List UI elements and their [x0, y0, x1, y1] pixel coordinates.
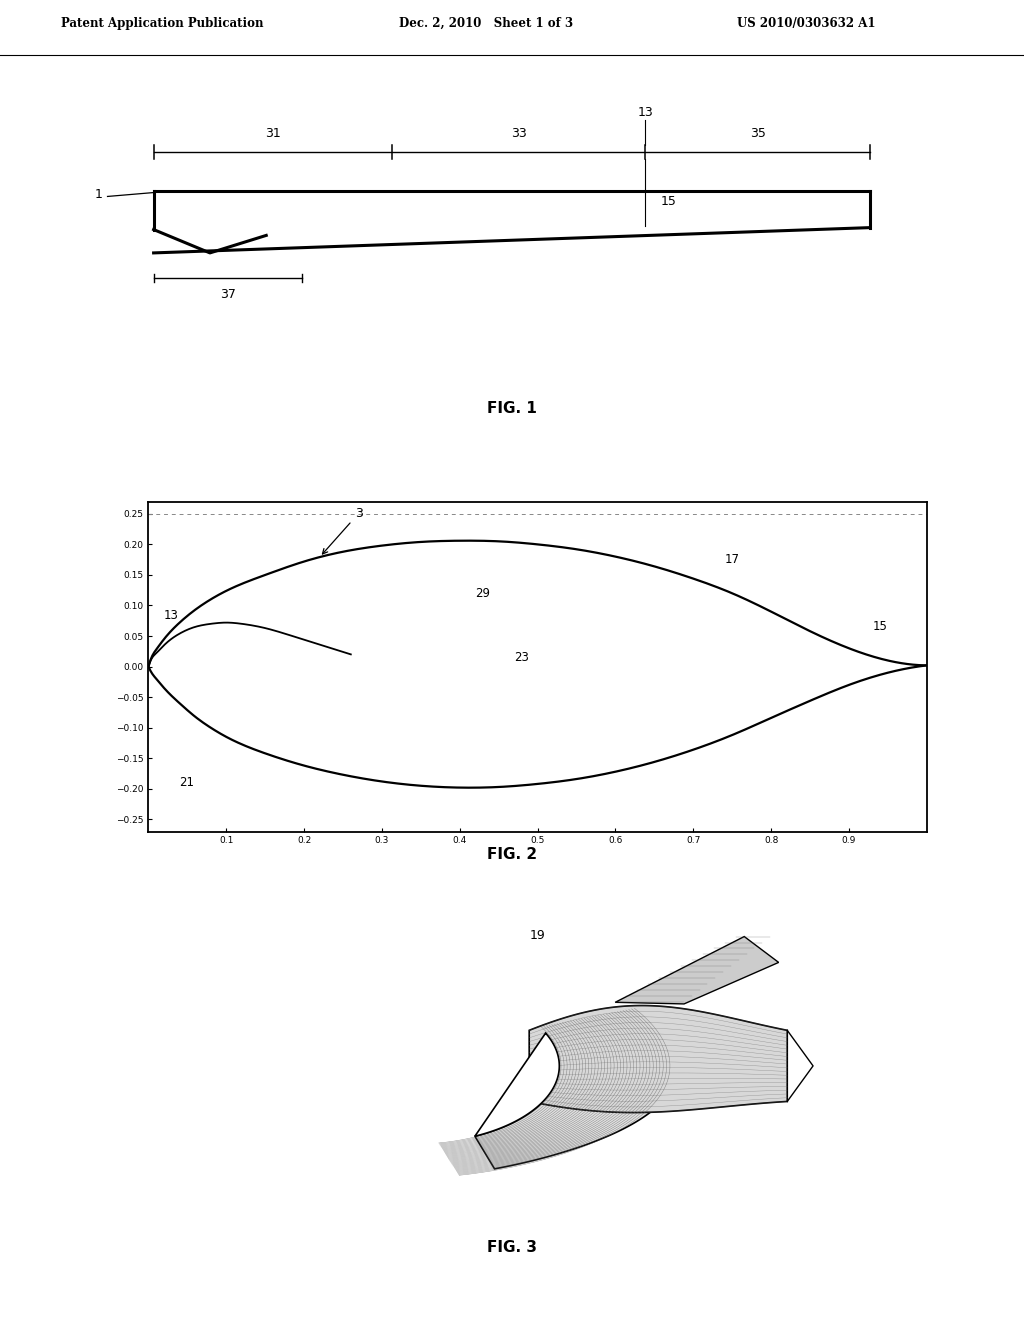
Text: 35: 35	[750, 127, 766, 140]
Text: 13: 13	[164, 610, 179, 622]
Text: 17: 17	[724, 553, 739, 566]
Text: 29: 29	[475, 587, 490, 599]
Text: 1: 1	[94, 187, 102, 201]
Text: 3: 3	[323, 507, 362, 554]
Text: 13: 13	[637, 106, 653, 119]
Text: FIG. 1: FIG. 1	[487, 401, 537, 416]
Text: 15: 15	[872, 620, 887, 634]
Text: 21: 21	[179, 776, 195, 789]
Text: 19: 19	[529, 929, 546, 942]
Text: 15: 15	[660, 195, 677, 207]
Text: 23: 23	[514, 651, 529, 664]
Polygon shape	[475, 1026, 679, 1168]
Text: 31: 31	[265, 127, 281, 140]
Text: FIG. 3: FIG. 3	[487, 1239, 537, 1255]
Polygon shape	[615, 937, 778, 1005]
Polygon shape	[529, 1006, 787, 1113]
Polygon shape	[475, 1034, 559, 1137]
Text: Patent Application Publication: Patent Application Publication	[61, 17, 264, 30]
Text: FIG. 2: FIG. 2	[487, 847, 537, 862]
Text: US 2010/0303632 A1: US 2010/0303632 A1	[737, 17, 876, 30]
Text: 37: 37	[220, 288, 236, 301]
Text: 33: 33	[511, 127, 526, 140]
Text: Dec. 2, 2010   Sheet 1 of 3: Dec. 2, 2010 Sheet 1 of 3	[399, 17, 573, 30]
